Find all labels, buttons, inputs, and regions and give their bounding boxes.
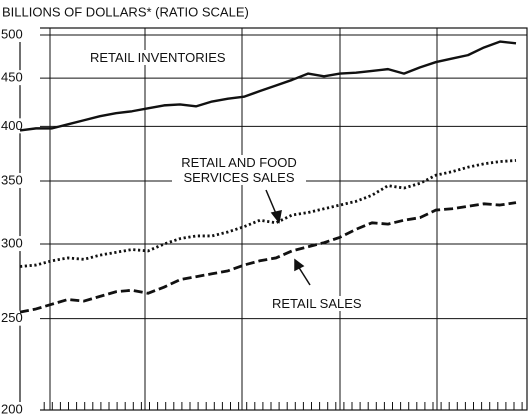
plot-frame: [19, 27, 528, 411]
chart-title: BILLIONS OF DOLLARS* (RATIO SCALE): [2, 4, 249, 19]
y-tick-label: 250: [1, 310, 23, 325]
y-tick-label: 350: [1, 172, 23, 187]
series-label: RETAIL AND FOOD SERVICES SALES: [172, 155, 306, 185]
series-line: [19, 159, 517, 268]
y-tick-label: 450: [1, 70, 23, 85]
label-bg: [0, 402, 40, 417]
y-tick-label: 500: [1, 26, 23, 41]
series-label: RETAIL INVENTORIES: [88, 50, 228, 65]
arrow: [297, 265, 311, 286]
series-label: RETAIL SALES: [270, 296, 364, 311]
vertical-grid: [49, 28, 438, 410]
label-bg: [0, 310, 40, 326]
series-line: [19, 201, 517, 314]
arrowhead: [270, 210, 282, 224]
minor-ticks: [27, 402, 523, 410]
label-bg: [0, 172, 40, 188]
y-tick-label: 400: [1, 118, 23, 133]
y-tick-label: 300: [1, 235, 23, 250]
label-bg: [0, 236, 40, 252]
arrows: [265, 189, 311, 286]
label-bg: [0, 70, 40, 86]
y-tick-label: 200: [1, 401, 23, 416]
arrowhead: [294, 258, 305, 272]
series-line: [19, 40, 517, 132]
label-bg: [0, 27, 40, 42]
